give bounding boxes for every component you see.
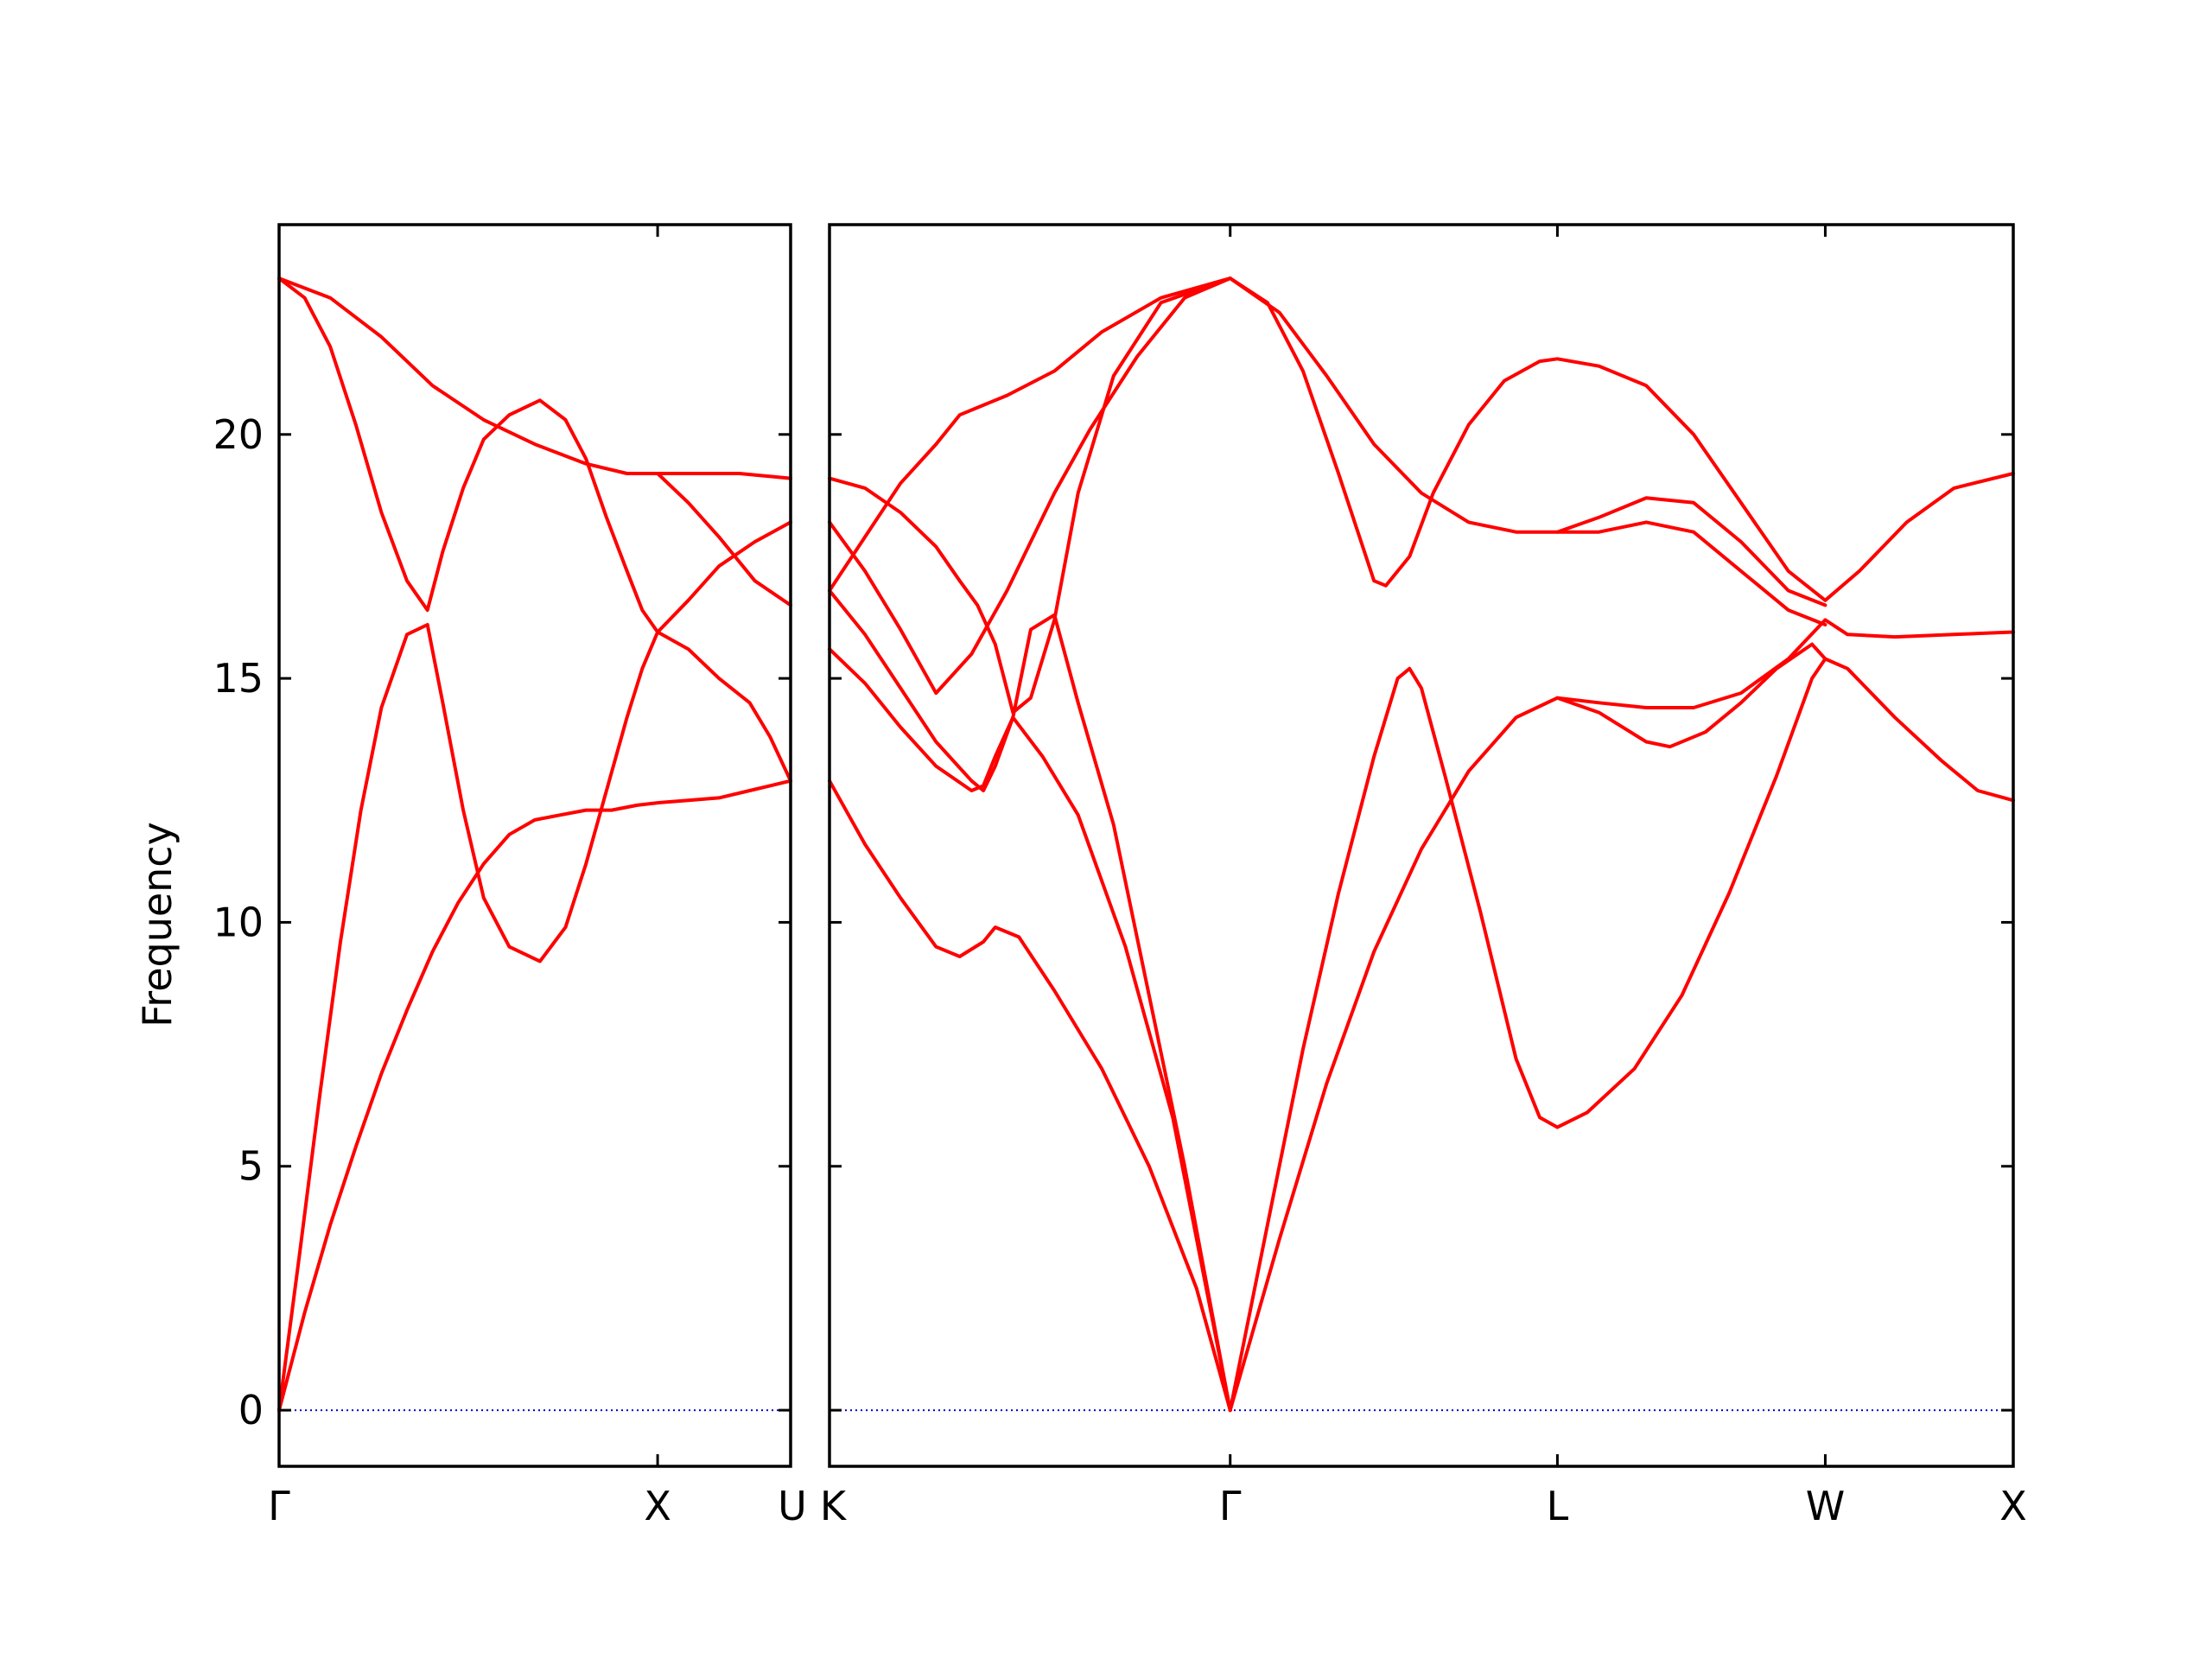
band-line-10 (1228, 276, 2015, 602)
x-tick-label: Γ (1219, 1483, 1242, 1529)
band-line-1 (277, 779, 792, 1413)
band-line-12 (1555, 520, 1827, 626)
x-tick-label: K (820, 1483, 848, 1529)
x-tick-label: X (644, 1483, 671, 1529)
plot-frame (277, 223, 792, 1468)
y-tick-label: 5 (238, 1143, 264, 1190)
y-tick-label: 15 (213, 655, 264, 702)
band-line-1 (828, 779, 1232, 1413)
band-line-5 (828, 276, 1232, 715)
band-line-2 (277, 520, 792, 1413)
band-line-3 (277, 276, 792, 783)
x-tick-label: Γ (268, 1483, 290, 1529)
band-line-7 (1228, 657, 2015, 1413)
band-line-8 (1228, 618, 2015, 1413)
plot-frame (828, 223, 2015, 1468)
band-line-5 (656, 472, 792, 480)
band-line-2 (828, 647, 1232, 1413)
y-tick-label: 0 (238, 1387, 264, 1433)
band-line-3 (828, 588, 1232, 1413)
x-tick-label: W (1806, 1483, 1845, 1529)
band-line-4 (277, 276, 792, 607)
band-line-11 (1228, 276, 1827, 607)
x-tick-label: L (1547, 1483, 1569, 1529)
band-line-4 (828, 276, 1232, 696)
y-axis-label: Frequency (134, 822, 181, 1027)
y-tick-label: 10 (213, 899, 264, 945)
band-line-6 (828, 276, 1232, 593)
band-line-9 (1555, 642, 1827, 749)
y-tick-label: 20 (213, 411, 264, 458)
panel-left: 0 5 10 15 20 Γ X U (213, 223, 807, 1529)
x-tick-label: X (1999, 1483, 2027, 1529)
x-tick-label: U (778, 1483, 807, 1529)
